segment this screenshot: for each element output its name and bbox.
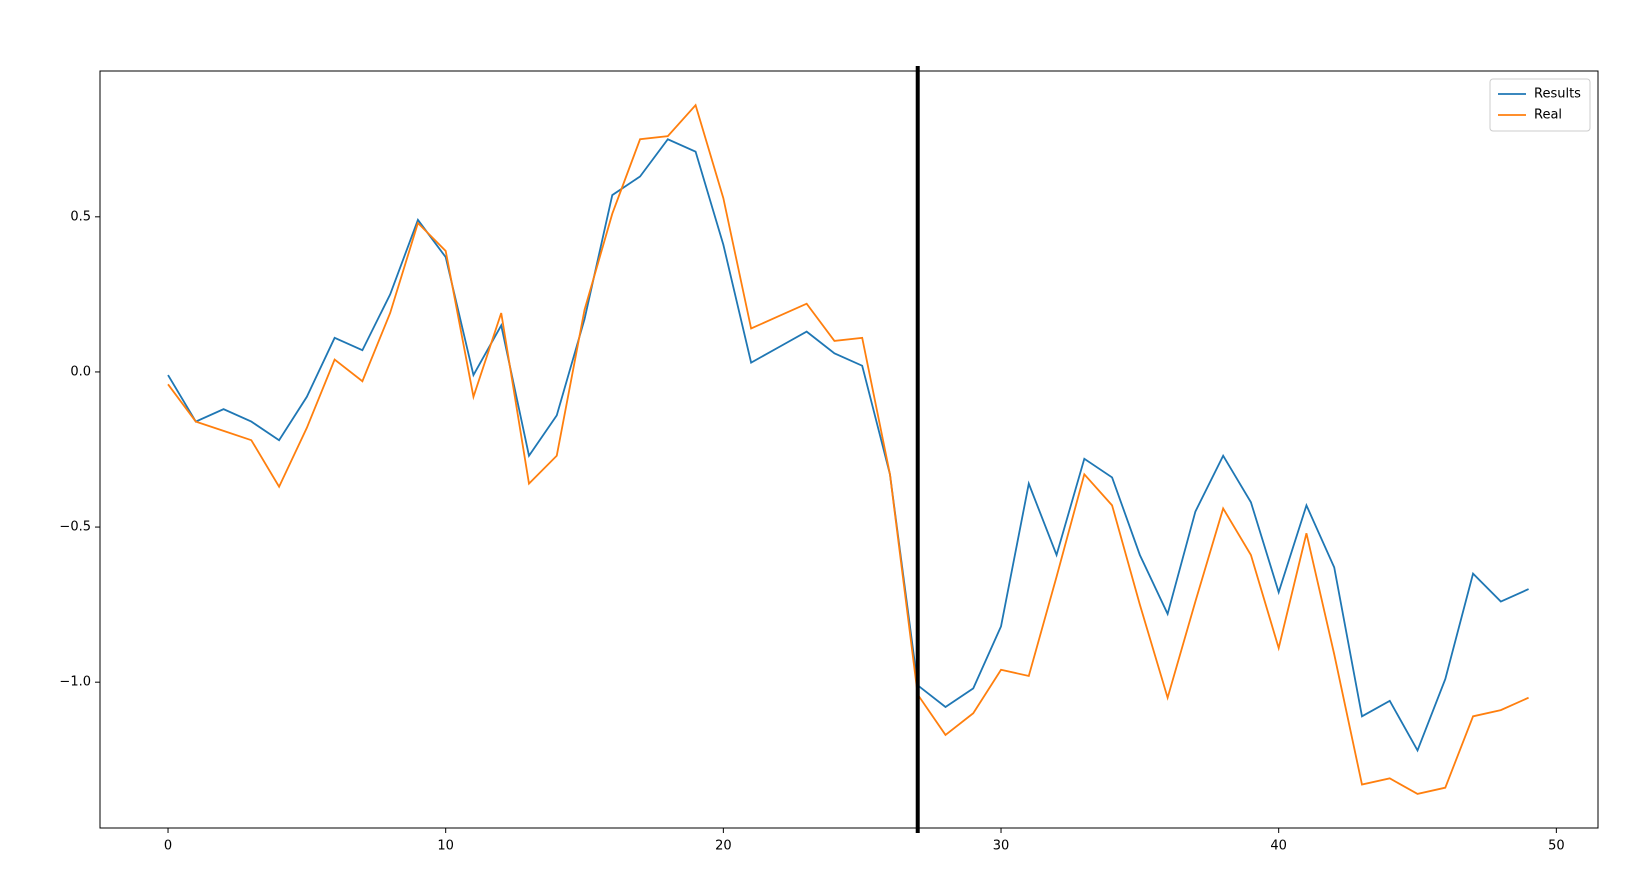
- legend-box: [1489, 78, 1591, 132]
- x-tick-label: 30: [993, 839, 1010, 854]
- y-tick-label: −0.5: [59, 520, 91, 535]
- legend-label: Results: [1534, 87, 1581, 102]
- y-tick-label: 0.0: [70, 364, 91, 379]
- x-tick-label: 20: [715, 839, 732, 854]
- plot-frame: [99, 70, 1599, 829]
- x-tick-label: 0: [164, 839, 172, 854]
- x-tick-label: 50: [1548, 839, 1565, 854]
- series-line: [167, 138, 1529, 753]
- x-tick-label: 40: [1270, 839, 1287, 854]
- x-tick-label: 10: [437, 839, 454, 854]
- y-tick-label: −1.0: [59, 675, 91, 690]
- y-tick-label: 0.5: [70, 209, 91, 224]
- legend-label: Real: [1534, 108, 1562, 123]
- series-line: [167, 103, 1529, 795]
